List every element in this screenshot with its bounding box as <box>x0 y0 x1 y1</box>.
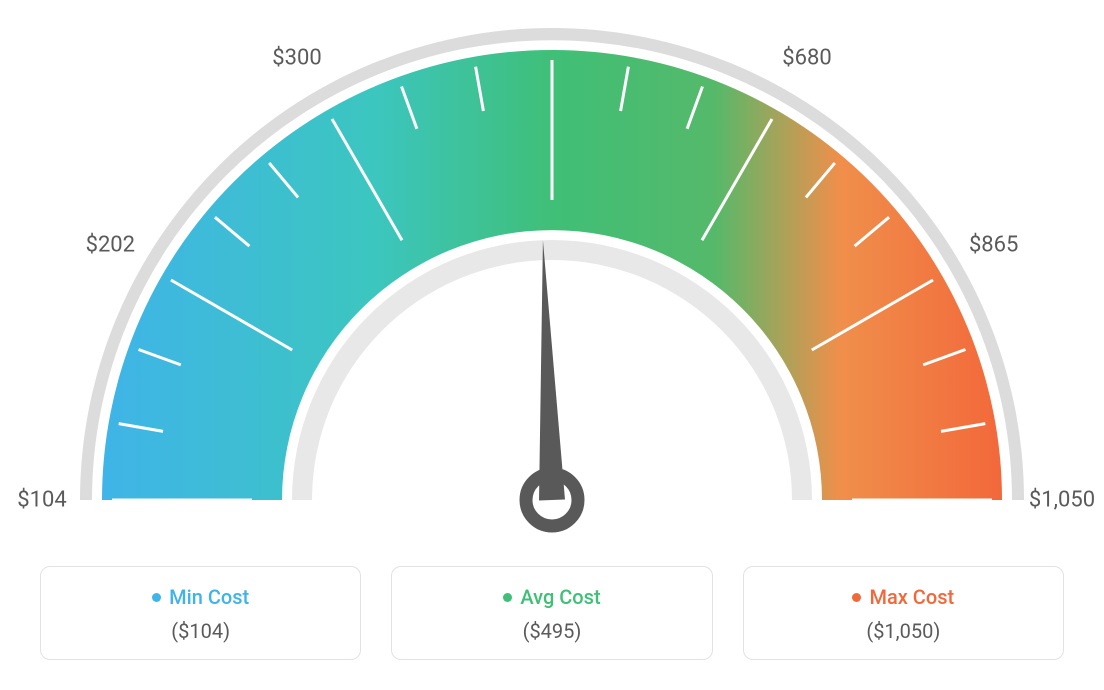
legend-value-avg: ($495) <box>402 619 701 643</box>
legend-card-avg: Avg Cost ($495) <box>391 566 712 660</box>
gauge-cost-widget: $104 $202 $300 $495 $680 $865 $1,050 Min Cost … <box>0 0 1104 690</box>
gauge-tick-label: $865 <box>969 233 1018 258</box>
gauge-tick-label: $300 <box>272 46 321 71</box>
legend-value-max: ($1,050) <box>754 619 1053 643</box>
gauge-tick-label: $495 <box>527 0 576 3</box>
legend-title-min: Min Cost <box>169 585 249 609</box>
legend-row: Min Cost ($104) Avg Cost ($495) Max Cost… <box>40 566 1064 660</box>
legend-title-avg: Avg Cost <box>520 585 600 609</box>
dot-icon <box>503 593 512 602</box>
legend-value-min: ($104) <box>51 619 350 643</box>
gauge-tick-label: $680 <box>782 46 831 71</box>
gauge-chart: $104 $202 $300 $495 $680 $865 $1,050 <box>0 0 1104 560</box>
legend-title-max: Max Cost <box>869 585 954 609</box>
gauge-tick-label: $104 <box>17 488 66 513</box>
legend-card-max: Max Cost ($1,050) <box>743 566 1064 660</box>
dot-icon <box>152 593 161 602</box>
legend-card-min: Min Cost ($104) <box>40 566 361 660</box>
dot-icon <box>852 593 861 602</box>
gauge-tick-label: $202 <box>86 233 135 258</box>
gauge-tick-label: $1,050 <box>1029 488 1095 513</box>
